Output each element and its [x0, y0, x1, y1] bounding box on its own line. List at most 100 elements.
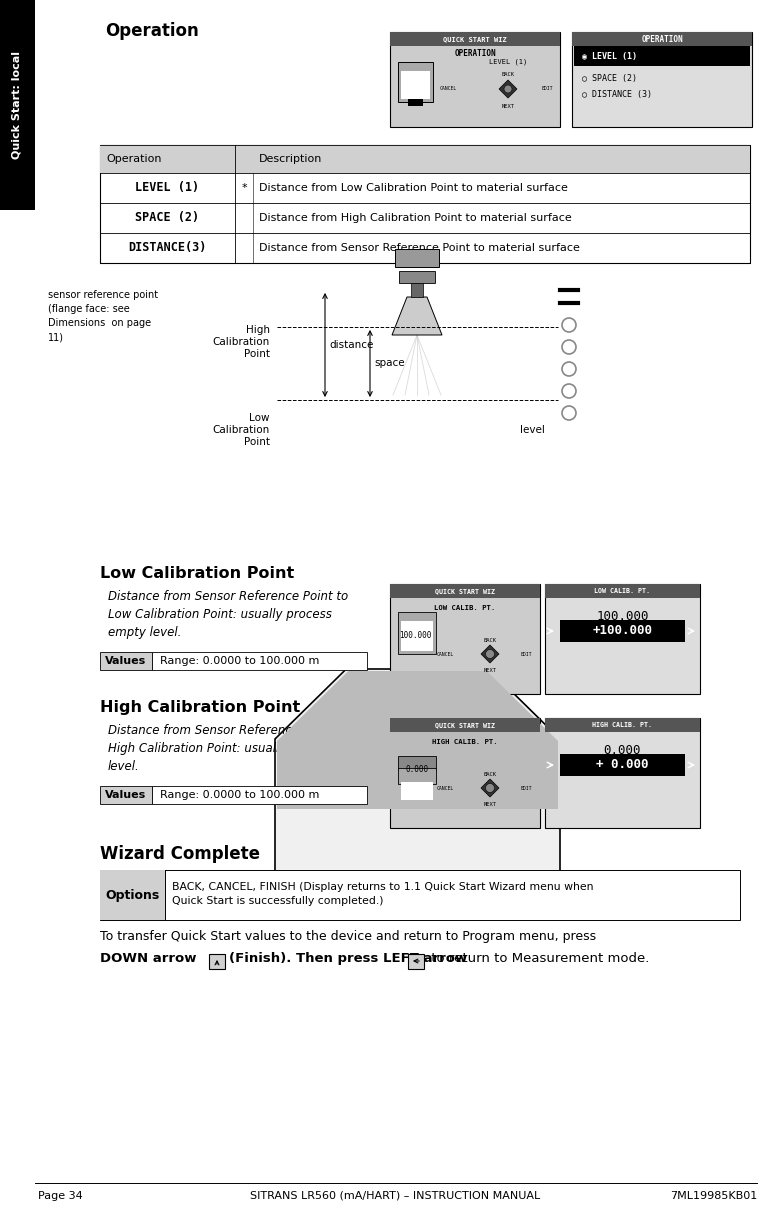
Bar	[574, 46, 750, 66]
Bar	[401, 782, 433, 800]
Polygon shape	[277, 671, 558, 809]
Text: (Finish). Then press LEFT arrow: (Finish). Then press LEFT arrow	[229, 951, 467, 965]
Text: NEXT: NEXT	[483, 667, 496, 672]
Text: LOW CALIB. PT.: LOW CALIB. PT.	[594, 588, 650, 594]
Bar	[209, 954, 225, 968]
Text: EDIT: EDIT	[521, 786, 532, 791]
Text: distance: distance	[329, 340, 374, 349]
Bar	[560, 754, 685, 776]
Text: 0.000: 0.000	[406, 765, 429, 775]
Text: QUICK START WIZ: QUICK START WIZ	[443, 36, 507, 42]
Text: 100.000: 100.000	[399, 631, 431, 641]
Bar	[390, 31, 560, 127]
Bar	[572, 31, 752, 127]
Text: BACK: BACK	[483, 771, 496, 776]
Text: Description: Description	[259, 154, 322, 164]
Text: LOW CALIB. PT.: LOW CALIB. PT.	[434, 604, 495, 611]
Text: Quick Start: local: Quick Start: local	[12, 51, 22, 160]
Text: QUICK START WIZ: QUICK START WIZ	[435, 588, 495, 594]
Text: ○ SPACE (2): ○ SPACE (2)	[582, 74, 637, 82]
Text: OPERATION: OPERATION	[641, 35, 683, 44]
Bar	[0, 0, 35, 210]
Bar	[398, 768, 436, 783]
Bar	[100, 652, 152, 670]
Text: DOWN arrow: DOWN arrow	[100, 951, 196, 965]
Bar	[398, 612, 436, 654]
Text: NEXT: NEXT	[483, 802, 496, 806]
Bar	[100, 145, 750, 173]
Bar	[401, 71, 430, 99]
Text: 100.000: 100.000	[596, 609, 649, 623]
Bar	[100, 786, 152, 804]
Bar	[390, 718, 540, 731]
Bar	[398, 756, 436, 770]
Bar	[545, 584, 700, 598]
Bar	[390, 584, 540, 694]
Bar	[399, 271, 435, 283]
Text: BACK: BACK	[483, 637, 496, 642]
Text: To transfer Quick Start values to the device and return to Program menu, press: To transfer Quick Start values to the de…	[100, 930, 596, 943]
Text: space: space	[374, 359, 405, 369]
Text: + 0.000: + 0.000	[596, 758, 649, 771]
Bar	[100, 870, 740, 920]
Bar	[100, 145, 750, 264]
Text: Page 34: Page 34	[38, 1191, 83, 1201]
Bar	[390, 718, 540, 828]
Text: High
Calibration
Point: High Calibration Point	[212, 325, 270, 359]
Text: Distance from Sensor Reference Point to material surface: Distance from Sensor Reference Point to …	[259, 243, 580, 253]
Text: Range: 0.0000 to 100.000 m: Range: 0.0000 to 100.000 m	[160, 789, 319, 800]
Text: CANCEL: CANCEL	[436, 652, 453, 656]
Bar	[408, 954, 424, 968]
Text: BACK: BACK	[502, 73, 515, 77]
Circle shape	[504, 85, 512, 93]
Text: Operation: Operation	[106, 154, 162, 164]
Text: EDIT: EDIT	[521, 652, 532, 656]
Text: 0.000: 0.000	[604, 744, 641, 757]
Bar	[411, 283, 423, 297]
Bar	[408, 99, 423, 106]
Text: ◉ LEVEL (1): ◉ LEVEL (1)	[582, 52, 637, 60]
Bar	[398, 62, 433, 102]
Text: NEXT: NEXT	[502, 104, 515, 109]
Bar	[545, 718, 700, 731]
Text: Values: Values	[105, 656, 146, 666]
Polygon shape	[275, 669, 560, 919]
Polygon shape	[481, 779, 499, 797]
Bar	[545, 584, 700, 694]
Text: Distance from Sensor Reference Point to
High Calibration Point: usually process : Distance from Sensor Reference Point to …	[108, 724, 357, 773]
Text: SITRANS LR560 (mA/HART) – INSTRUCTION MANUAL: SITRANS LR560 (mA/HART) – INSTRUCTION MA…	[250, 1191, 540, 1201]
Text: HIGH CALIB. PT.: HIGH CALIB. PT.	[592, 722, 653, 728]
Text: High Calibration Point: High Calibration Point	[100, 700, 300, 715]
Circle shape	[486, 649, 495, 659]
Text: Low Calibration Point: Low Calibration Point	[100, 566, 295, 582]
Text: SPACE (2): SPACE (2)	[136, 212, 199, 225]
Text: DISTANCE(3): DISTANCE(3)	[128, 242, 206, 255]
Text: ○ DISTANCE (3): ○ DISTANCE (3)	[582, 89, 652, 98]
Text: LEVEL (1): LEVEL (1)	[136, 181, 199, 195]
Bar	[572, 31, 752, 46]
Bar	[545, 718, 700, 828]
Text: Range: 0.0000 to 100.000 m: Range: 0.0000 to 100.000 m	[160, 656, 319, 666]
Text: Low
Calibration
Point: Low Calibration Point	[212, 413, 270, 446]
Text: LEVEL (1): LEVEL (1)	[489, 59, 527, 65]
Text: CANCEL: CANCEL	[436, 786, 453, 791]
Text: Options: Options	[105, 889, 159, 902]
Bar	[152, 786, 367, 804]
Polygon shape	[481, 644, 499, 663]
Polygon shape	[392, 297, 442, 335]
Bar	[100, 870, 165, 920]
Bar	[390, 31, 560, 46]
Text: CANCEL: CANCEL	[439, 87, 456, 92]
Bar	[152, 652, 367, 670]
Bar	[560, 620, 685, 642]
Text: EDIT: EDIT	[542, 87, 553, 92]
Bar	[390, 584, 540, 598]
Text: sensor reference point
(flange face: see
Dimensions  on page
11): sensor reference point (flange face: see…	[48, 290, 158, 342]
Text: HIGH CALIB. PT.: HIGH CALIB. PT.	[432, 739, 498, 745]
Text: *: *	[241, 183, 247, 193]
Text: Values: Values	[105, 789, 146, 800]
Text: Wizard Complete: Wizard Complete	[100, 845, 260, 863]
Text: +100.000: +100.000	[592, 625, 653, 637]
Text: Operation: Operation	[105, 22, 199, 40]
Text: to return to Measurement mode.: to return to Measurement mode.	[427, 951, 650, 965]
